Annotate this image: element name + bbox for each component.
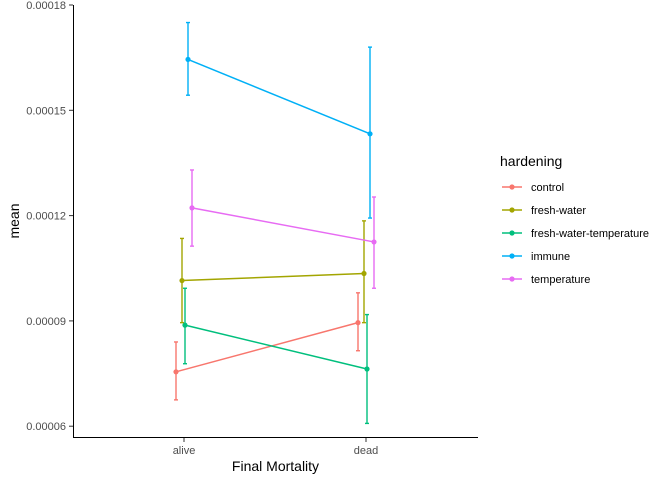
- x-ticks: alive dead: [173, 438, 378, 457]
- series-line: [175, 321, 359, 373]
- series-line: [184, 324, 368, 370]
- series-fresh-water-temperature: [182, 287, 370, 425]
- series-immune: [185, 21, 373, 219]
- axes: [73, 5, 478, 438]
- data-point: [364, 366, 370, 372]
- legend-label: fresh-water-temperature: [531, 228, 649, 240]
- legend-key-point: [509, 230, 515, 236]
- x-tick-label: dead: [354, 445, 378, 457]
- legend-item-fresh-water: fresh-water: [502, 205, 586, 217]
- y-tick-label: 0.00009: [26, 316, 66, 328]
- data-point: [367, 131, 373, 137]
- y-tick-label: 0.00006: [26, 421, 66, 433]
- data-point: [185, 56, 191, 63]
- series-line: [181, 272, 365, 282]
- y-tick-label: 0.00018: [26, 0, 66, 12]
- legend-label: control: [531, 182, 564, 194]
- data-point: [182, 322, 188, 328]
- data-point: [189, 205, 195, 211]
- legend-item-temperature: temperature: [502, 274, 590, 286]
- legend-item-control: control: [502, 182, 564, 194]
- legend-item-fresh-water-temperature: fresh-water-temperature: [502, 228, 649, 240]
- legend-label: immune: [531, 251, 570, 263]
- y-axis-title: mean: [6, 203, 22, 238]
- data-point: [173, 369, 179, 375]
- series-control: [173, 292, 361, 401]
- legend-key-point: [509, 184, 515, 190]
- data-point: [361, 270, 367, 277]
- y-tick-label: 0.00015: [26, 105, 66, 117]
- legend-key-point: [509, 276, 515, 282]
- series-temperature: [189, 169, 377, 289]
- legend-label: fresh-water: [531, 205, 586, 217]
- series-fresh-water: [179, 220, 367, 324]
- legend-items: control fresh-water fresh-water-temperatur…: [502, 182, 649, 286]
- data-point: [371, 239, 377, 245]
- legend-label: temperature: [531, 274, 590, 286]
- legend-key-point: [509, 253, 515, 259]
- series-line: [191, 207, 375, 243]
- x-axis-title: Final Mortality: [232, 458, 319, 474]
- legend-key-point: [509, 207, 515, 213]
- plot-area: [173, 21, 377, 425]
- y-tick-label: 0.00012: [26, 211, 66, 223]
- y-ticks: 0.00006 0.00009 0.00012 0.00015 0.00018: [26, 0, 73, 433]
- x-tick-label: alive: [173, 445, 196, 457]
- legend: hardening control fresh-water fresh-water-…: [500, 153, 649, 286]
- data-point: [355, 320, 361, 326]
- legend-title: hardening: [500, 153, 562, 169]
- legend-item-immune: immune: [502, 251, 570, 263]
- series-line: [187, 58, 371, 135]
- data-point: [179, 277, 185, 284]
